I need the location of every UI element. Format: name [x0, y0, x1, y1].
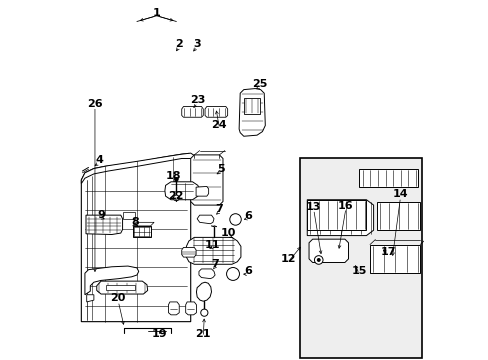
Text: 21: 21	[195, 329, 211, 339]
Polygon shape	[86, 295, 94, 302]
Polygon shape	[196, 282, 211, 301]
Polygon shape	[239, 89, 265, 136]
Polygon shape	[168, 302, 179, 315]
Polygon shape	[81, 153, 196, 184]
Polygon shape	[228, 270, 237, 278]
Text: 4: 4	[95, 155, 103, 165]
Circle shape	[317, 258, 320, 261]
Polygon shape	[190, 155, 223, 205]
Polygon shape	[81, 153, 196, 321]
Polygon shape	[132, 226, 150, 237]
Polygon shape	[185, 302, 196, 315]
Polygon shape	[85, 266, 139, 295]
Polygon shape	[86, 215, 122, 234]
Polygon shape	[164, 182, 199, 200]
Text: 5: 5	[217, 163, 224, 174]
Polygon shape	[97, 286, 106, 293]
Text: 20: 20	[110, 293, 126, 303]
Polygon shape	[199, 269, 215, 279]
Polygon shape	[359, 168, 418, 187]
Polygon shape	[197, 215, 214, 224]
Polygon shape	[376, 202, 419, 230]
Text: 15: 15	[351, 266, 366, 276]
Text: 25: 25	[251, 79, 267, 89]
Text: 17: 17	[379, 247, 395, 257]
Bar	[300, 158, 421, 357]
Polygon shape	[204, 107, 227, 117]
Circle shape	[174, 177, 178, 181]
Polygon shape	[308, 239, 348, 262]
Text: 10: 10	[220, 228, 236, 238]
Text: 11: 11	[204, 239, 220, 249]
Text: 18: 18	[165, 171, 181, 181]
Text: 12: 12	[280, 254, 295, 264]
Text: 7: 7	[211, 259, 219, 269]
Circle shape	[314, 256, 323, 264]
Polygon shape	[117, 284, 125, 291]
Text: 8: 8	[131, 217, 139, 227]
Polygon shape	[186, 237, 241, 264]
Polygon shape	[97, 281, 147, 294]
Text: 1: 1	[152, 8, 160, 18]
Polygon shape	[306, 200, 366, 230]
Text: 2: 2	[175, 39, 183, 49]
Text: 26: 26	[87, 99, 102, 109]
Text: 19: 19	[151, 329, 166, 339]
Text: 9: 9	[97, 210, 105, 220]
Polygon shape	[132, 222, 154, 226]
Polygon shape	[122, 212, 135, 220]
Polygon shape	[182, 107, 203, 117]
Polygon shape	[369, 244, 419, 273]
Circle shape	[229, 214, 241, 225]
Text: 3: 3	[193, 39, 201, 49]
Text: 22: 22	[168, 191, 184, 201]
Text: 6: 6	[244, 211, 251, 221]
Text: 23: 23	[190, 95, 205, 105]
Circle shape	[201, 309, 207, 316]
Polygon shape	[182, 247, 196, 257]
Circle shape	[226, 267, 239, 280]
Polygon shape	[231, 217, 239, 222]
Text: 7: 7	[215, 204, 223, 215]
Text: 14: 14	[392, 189, 407, 199]
Text: 24: 24	[211, 121, 227, 130]
Polygon shape	[244, 98, 259, 114]
Polygon shape	[306, 200, 373, 235]
Text: 13: 13	[305, 202, 321, 212]
Circle shape	[173, 195, 179, 201]
Text: 6: 6	[244, 266, 251, 276]
Polygon shape	[196, 186, 208, 196]
Text: 16: 16	[338, 201, 353, 211]
Polygon shape	[106, 285, 135, 291]
